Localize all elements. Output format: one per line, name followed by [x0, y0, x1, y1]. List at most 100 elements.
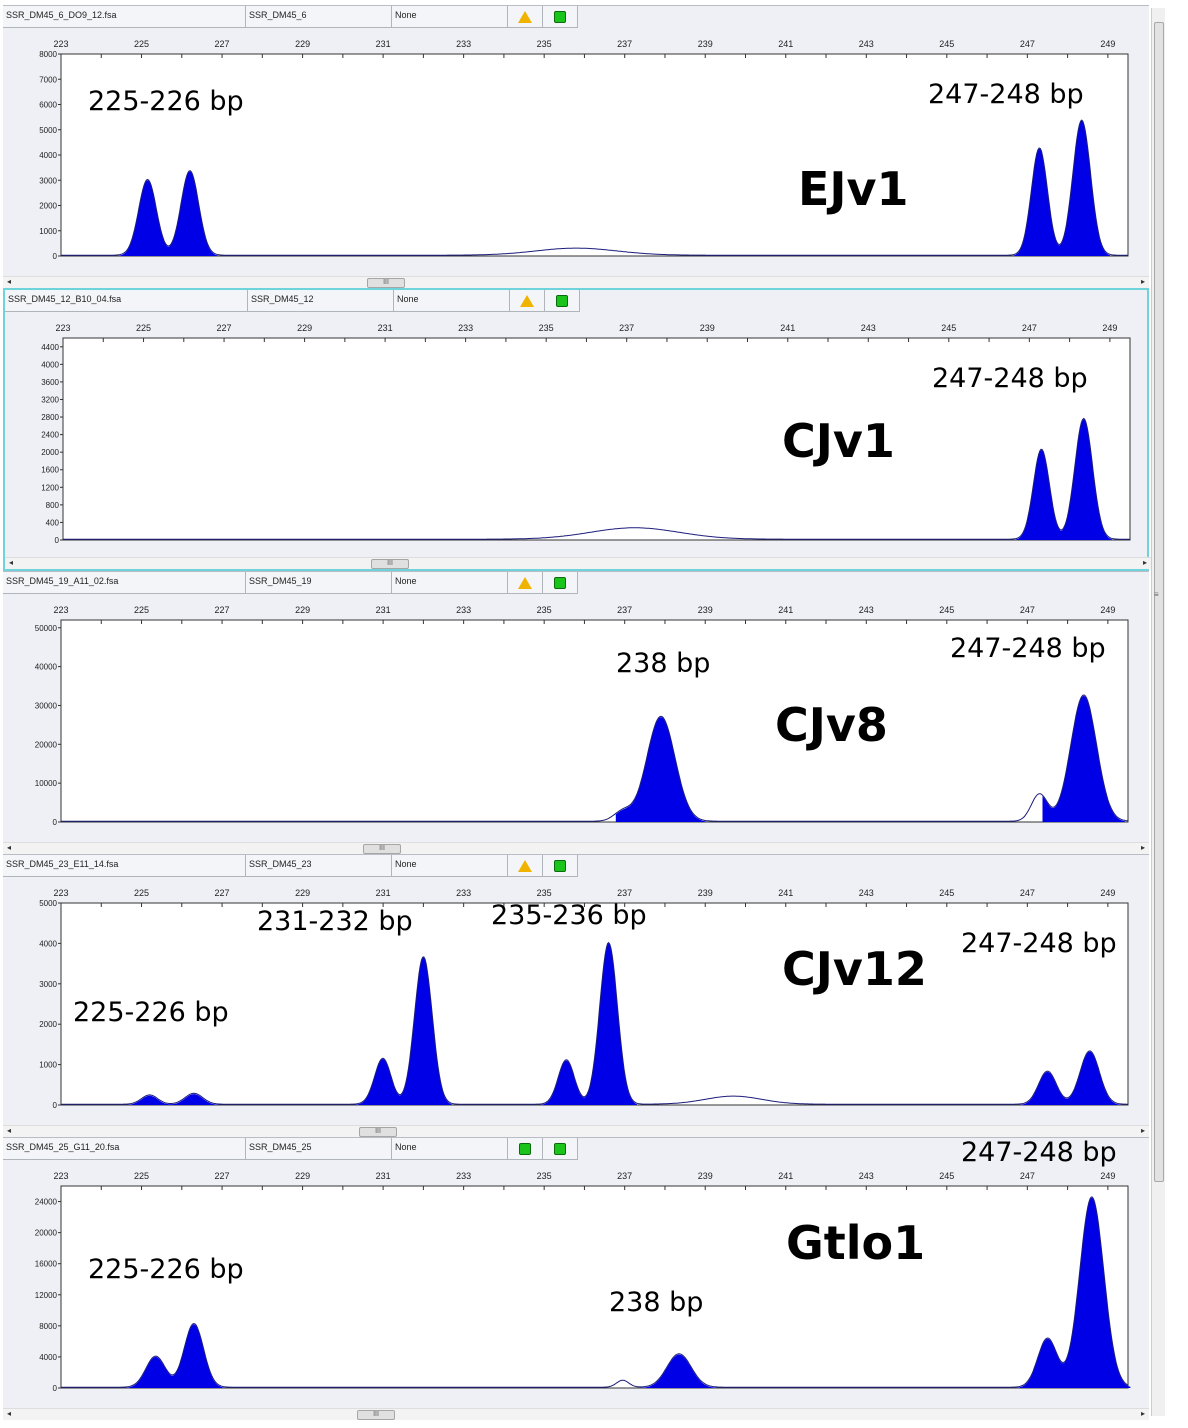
allele-peak	[1058, 1051, 1121, 1105]
scroll-thumb[interactable]: III	[371, 559, 409, 569]
x-tick-label: 245	[939, 888, 954, 898]
sample-name-cell[interactable]: SSR_DM45_25	[246, 1138, 392, 1160]
quality-flag-cell[interactable]	[510, 290, 545, 312]
y-tick-label: 3600	[41, 378, 59, 387]
quality-flag-cell[interactable]	[508, 855, 543, 877]
scroll-thumb[interactable]: III	[363, 844, 401, 854]
file-name-cell[interactable]: SSR_DM45_6_DO9_12.fsa	[3, 6, 246, 28]
x-tick-label: 231	[376, 1171, 391, 1181]
electropherogram-plot[interactable]: 223 225 227 229 231 233 235 237 239 241 243 245 247 2…	[3, 877, 1149, 1126]
scroll-left-icon[interactable]: ◂	[9, 558, 14, 567]
x-tick-label: 241	[778, 39, 793, 49]
file-name-cell[interactable]: SSR_DM45_25_G11_20.fsa	[3, 1138, 246, 1160]
marker-name: EJv1	[798, 162, 909, 216]
sizing-flag-cell[interactable]	[543, 1138, 578, 1160]
quality-flag-cell[interactable]	[508, 1138, 543, 1160]
y-tick-label: 2000	[41, 448, 59, 457]
y-tick-label: 20000	[35, 1229, 58, 1238]
electropherogram-plot[interactable]: 223 225 227 229 231 233 235 237 239 241 243 245 247 2…	[3, 594, 1149, 843]
x-tick-label: 243	[859, 605, 874, 615]
x-tick-label: 245	[939, 1171, 954, 1181]
x-tick-label: 225	[134, 1171, 149, 1181]
scroll-right-icon[interactable]: ▸	[1142, 558, 1147, 567]
x-tick-label: 233	[458, 323, 473, 333]
y-tick-label: 3200	[41, 395, 59, 404]
x-tick-label: 241	[778, 888, 793, 898]
x-tick-label: 223	[55, 323, 70, 333]
x-tick-label: 233	[456, 605, 471, 615]
y-tick-label: 1000	[39, 1061, 57, 1070]
electropherogram-plot[interactable]: 223 225 227 229 231 233 235 237 239 241 243 245 247 2…	[3, 28, 1149, 277]
y-tick-label: 10000	[35, 779, 58, 788]
panel-header: SSR_DM45_23_E11_14.fsa SSR_DM45_23 None	[3, 855, 583, 877]
status-cell[interactable]: None	[392, 1138, 508, 1160]
signal-trace	[61, 1196, 1129, 1388]
electropherogram-panel-3: SSR_DM45_19_A11_02.fsa SSR_DM45_19 None …	[3, 571, 1149, 854]
x-tick-label: 249	[1102, 323, 1117, 333]
vertical-scroll-thumb[interactable]	[1154, 22, 1164, 1182]
sizing-flag-cell[interactable]	[543, 572, 578, 594]
status-cell[interactable]: None	[394, 290, 510, 312]
status-cell[interactable]: None	[392, 572, 508, 594]
scroll-left-icon[interactable]: ◂	[7, 1126, 12, 1135]
allele-size-label: 247-248 bp	[961, 1137, 1117, 1168]
panel-header: SSR_DM45_12_B10_04.fsa SSR_DM45_12 None	[5, 290, 585, 312]
horizontal-scrollbar[interactable]: ◂ III ▸	[3, 1408, 1149, 1420]
file-name-cell[interactable]: SSR_DM45_23_E11_14.fsa	[3, 855, 246, 877]
scroll-thumb[interactable]: III	[367, 278, 405, 288]
scroll-left-icon[interactable]: ◂	[7, 843, 12, 852]
y-tick-label: 7000	[39, 75, 57, 84]
sizing-flag-cell[interactable]	[543, 855, 578, 877]
horizontal-scrollbar[interactable]: ◂ III ▸	[3, 842, 1149, 854]
x-tick-label: 223	[53, 1171, 68, 1181]
sizing-flag-cell[interactable]	[545, 290, 580, 312]
allele-peak	[1015, 450, 1068, 540]
scroll-right-icon[interactable]: ▸	[1140, 843, 1145, 852]
x-tick-label: 241	[778, 605, 793, 615]
electropherogram-plot[interactable]: 223 225 227 229 231 233 235 237 239 241 243 245 247 2…	[3, 1160, 1149, 1409]
file-name-cell[interactable]: SSR_DM45_12_B10_04.fsa	[5, 290, 248, 312]
allele-peak	[1053, 120, 1110, 257]
electropherogram-panel-2: SSR_DM45_12_B10_04.fsa SSR_DM45_12 None …	[3, 288, 1151, 571]
sizing-flag-cell[interactable]	[543, 6, 578, 28]
y-tick-label: 16000	[35, 1260, 58, 1269]
quality-flag-cell[interactable]	[508, 572, 543, 594]
marker-name: CJv12	[782, 942, 927, 996]
horizontal-scrollbar[interactable]: ◂ III ▸	[5, 557, 1151, 569]
file-name-cell[interactable]: SSR_DM45_19_A11_02.fsa	[3, 572, 246, 594]
signal-trace	[61, 941, 1128, 1105]
x-tick-label: 235	[539, 323, 554, 333]
warning-triangle-icon	[520, 294, 534, 307]
sample-name-cell[interactable]: SSR_DM45_19	[246, 572, 392, 594]
marker-name: CJv1	[782, 414, 895, 468]
y-tick-label: 5000	[39, 899, 57, 908]
x-tick-label: 231	[376, 605, 391, 615]
y-tick-label: 4000	[41, 360, 59, 369]
vertical-scrollbar[interactable]: ≡	[1151, 8, 1165, 1416]
status-cell[interactable]: None	[392, 6, 508, 28]
scroll-left-icon[interactable]: ◂	[7, 277, 12, 286]
scroll-right-icon[interactable]: ▸	[1140, 1409, 1145, 1418]
allele-size-label: 247-248 bp	[928, 79, 1084, 110]
scroll-thumb[interactable]: III	[359, 1127, 397, 1137]
y-tick-label: 6000	[39, 101, 57, 110]
allele-peak	[640, 1354, 718, 1388]
electropherogram-plot[interactable]: 223 225 227 229 231 233 235 237 239 241 243 245 247 2…	[5, 312, 1151, 561]
status-cell[interactable]: None	[392, 855, 508, 877]
sample-name-cell[interactable]: SSR_DM45_23	[246, 855, 392, 877]
scroll-thumb[interactable]: III	[357, 1410, 395, 1420]
x-tick-label: 239	[698, 1171, 713, 1181]
green-square-icon	[556, 294, 568, 307]
sample-name-cell[interactable]: SSR_DM45_12	[248, 290, 394, 312]
sample-name-cell[interactable]: SSR_DM45_6	[246, 6, 392, 28]
x-tick-label: 245	[941, 323, 956, 333]
horizontal-scrollbar[interactable]: ◂ III ▸	[3, 1125, 1149, 1137]
y-tick-label: 0	[53, 1384, 58, 1393]
scroll-right-icon[interactable]: ▸	[1140, 277, 1145, 286]
quality-flag-cell[interactable]	[508, 6, 543, 28]
scroll-left-icon[interactable]: ◂	[7, 1409, 12, 1418]
scroll-right-icon[interactable]: ▸	[1140, 1126, 1145, 1135]
y-tick-label: 12000	[35, 1291, 58, 1300]
horizontal-scrollbar[interactable]: ◂ III ▸	[3, 276, 1149, 288]
electropherogram-panel-4: SSR_DM45_23_E11_14.fsa SSR_DM45_23 None …	[3, 854, 1149, 1137]
